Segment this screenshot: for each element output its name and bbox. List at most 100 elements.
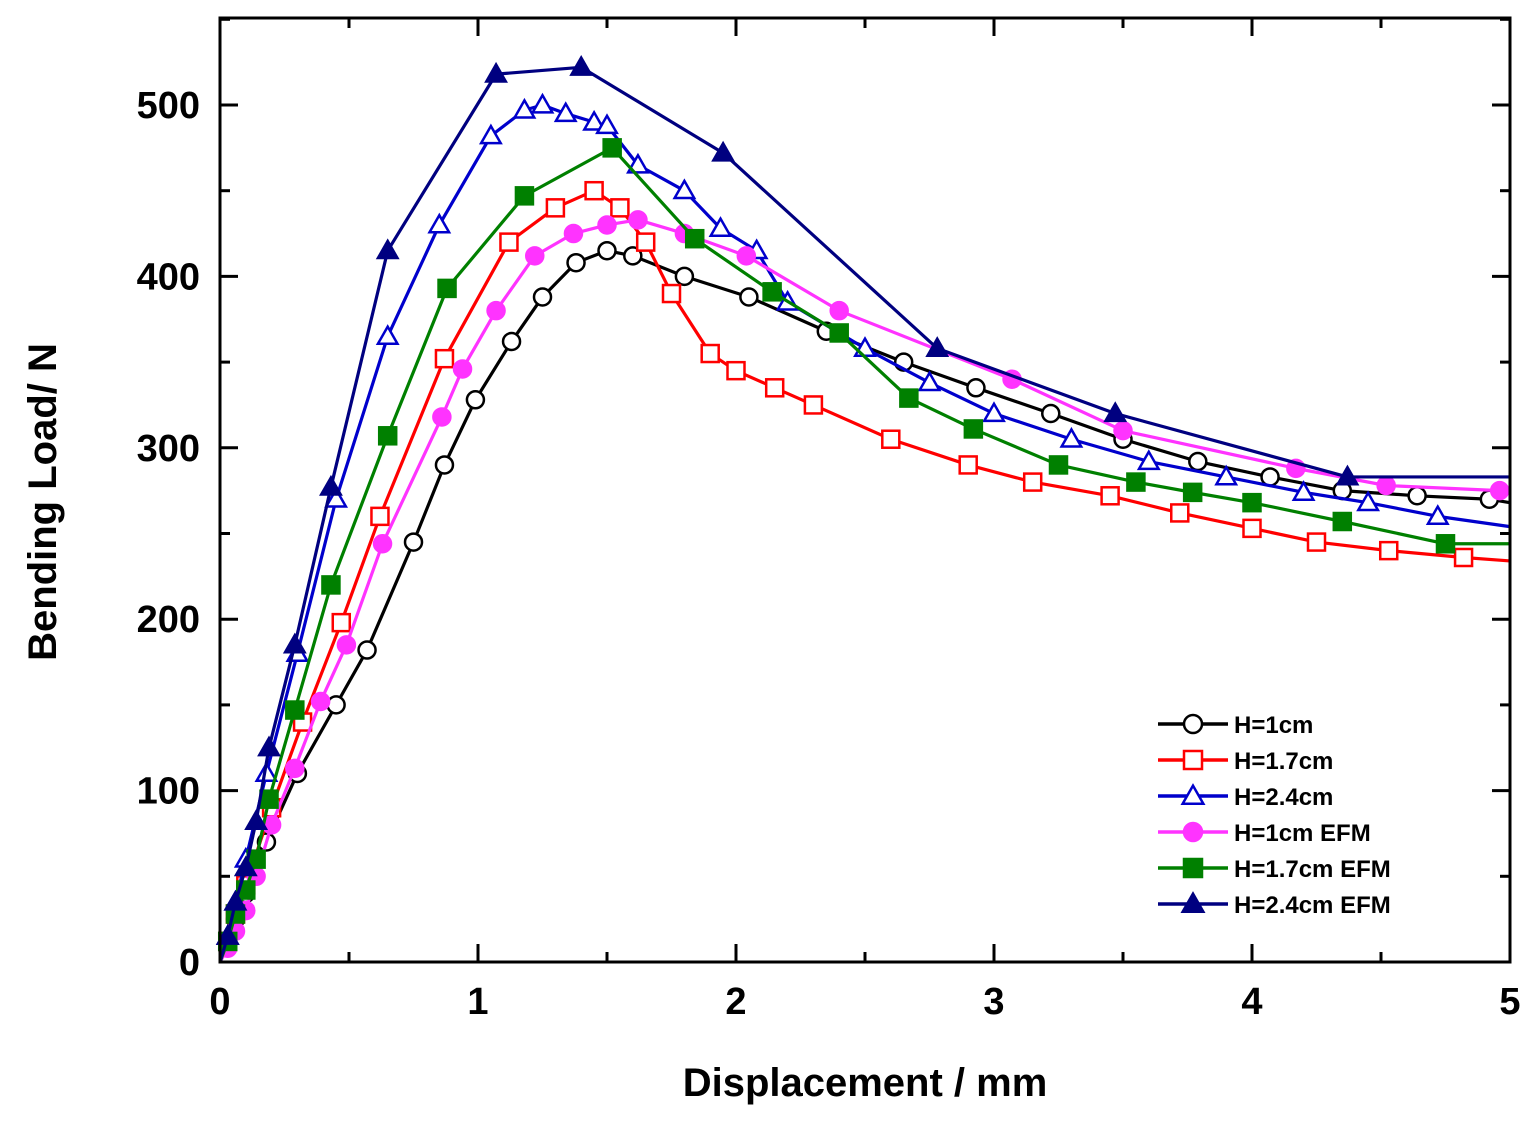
data-point (626, 152, 650, 174)
data-point (1126, 472, 1146, 492)
data-point (1306, 532, 1327, 552)
data-point (321, 575, 341, 595)
data-point (375, 324, 400, 345)
series-line (218, 103, 1511, 963)
data-point (672, 178, 697, 200)
data-point (336, 635, 357, 655)
legend-label: H=2.4cm EFM (1234, 892, 1391, 919)
data-point (1059, 426, 1084, 448)
data-point (966, 378, 986, 398)
data-point (233, 855, 258, 877)
data-point (512, 97, 537, 119)
data-point (708, 216, 733, 237)
data-point (324, 486, 349, 508)
data-point (563, 223, 584, 244)
data-point (917, 370, 942, 392)
y-tick-label: 200 (137, 599, 200, 641)
legend-label: H=1cm (1234, 712, 1313, 739)
data-point (257, 735, 281, 757)
data-point (1356, 490, 1381, 512)
data-point (370, 506, 390, 527)
data-point (566, 252, 586, 273)
data-point (1022, 472, 1043, 492)
data-point (525, 246, 545, 266)
data-point (1332, 511, 1353, 532)
legend-item: H=1.7cm EFM (1158, 856, 1391, 883)
data-point (532, 287, 553, 307)
data-point (375, 238, 400, 260)
data-point (569, 54, 594, 76)
data-point (739, 287, 759, 307)
x-tick-label: 0 (209, 981, 230, 1023)
legend-marker (1180, 783, 1206, 806)
data-point (465, 390, 486, 410)
series-2 (217, 180, 1511, 963)
data-point (434, 348, 455, 369)
data-point (545, 198, 566, 218)
legend-item: H=2.4cm EFM (1158, 891, 1391, 919)
data-point (597, 215, 617, 235)
data-point (881, 429, 901, 449)
data-point (357, 640, 377, 660)
data-point (899, 388, 919, 408)
data-point (259, 789, 279, 809)
data-point (1214, 464, 1239, 486)
data-point (1103, 401, 1128, 423)
data-point (595, 113, 619, 135)
legend-label: H=2.4cm (1234, 784, 1333, 811)
data-point (1378, 540, 1399, 561)
data-point (285, 758, 305, 779)
x-tick-label: 2 (725, 981, 746, 1023)
data-point (215, 923, 240, 945)
x-axis-title: Displacement / mm (683, 1061, 1048, 1105)
data-point (674, 266, 695, 287)
data-point (437, 278, 457, 299)
data-point (829, 323, 849, 343)
data-point (982, 401, 1006, 423)
data-point (1100, 486, 1120, 506)
data-point (829, 300, 849, 321)
data-point (661, 283, 682, 304)
x-tick-label: 5 (1499, 981, 1520, 1023)
data-point (319, 474, 343, 496)
data-point (584, 180, 604, 201)
data-point (553, 101, 578, 123)
data-point (582, 109, 607, 131)
y-tick-label: 0 (179, 942, 200, 984)
data-point (372, 534, 393, 554)
data-point (530, 92, 555, 114)
legend-label: H=1cm EFM (1234, 820, 1371, 847)
data-point (762, 282, 782, 302)
data-point (377, 426, 398, 446)
data-point (711, 140, 736, 162)
data-point (597, 240, 617, 261)
data-point (635, 232, 656, 252)
legend-label: H=1.7cm EFM (1234, 856, 1391, 883)
legend-label: H=1.7cm (1234, 748, 1333, 775)
data-point (434, 455, 455, 475)
data-point (726, 360, 746, 381)
data-point (1136, 449, 1161, 471)
legend-item: H=1cm EFM (1158, 820, 1371, 847)
data-point (326, 695, 346, 715)
x-tick-label: 4 (1241, 981, 1262, 1023)
data-point (501, 331, 522, 352)
data-point (244, 809, 269, 831)
data-point (427, 212, 452, 234)
x-tick-label: 3 (983, 981, 1004, 1023)
data-point (925, 336, 950, 357)
data-point (1425, 504, 1450, 525)
data-point (764, 378, 785, 398)
data-point (610, 198, 630, 218)
data-point (1041, 403, 1061, 424)
data-point (432, 407, 452, 427)
data-point (1048, 455, 1069, 475)
data-point (499, 232, 519, 252)
data-point (403, 532, 424, 552)
data-point (331, 612, 352, 633)
data-point (1407, 486, 1427, 506)
data-point (628, 210, 648, 230)
legend-item: H=1cm (1158, 712, 1313, 739)
